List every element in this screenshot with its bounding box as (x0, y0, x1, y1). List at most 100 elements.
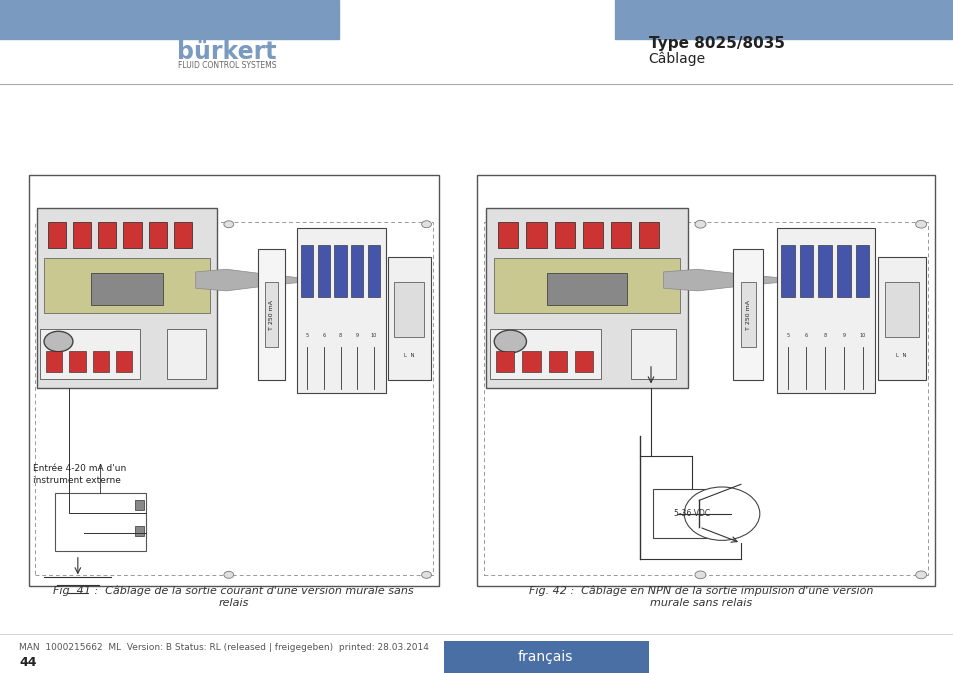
Bar (497, 222, 517, 248)
Bar (134, 500, 144, 510)
Text: 10: 10 (859, 332, 864, 338)
Bar (799, 245, 813, 297)
Bar (496, 351, 514, 372)
Bar (554, 222, 575, 248)
Bar (443, 641, 648, 673)
Text: L  N: L N (896, 353, 906, 358)
Bar (639, 222, 659, 248)
Bar (37, 208, 217, 388)
Circle shape (224, 221, 233, 227)
Bar (836, 245, 850, 297)
Text: 6: 6 (804, 332, 807, 338)
Bar (92, 351, 109, 372)
Text: Câblage: Câblage (648, 52, 705, 67)
Circle shape (44, 331, 72, 352)
Bar (494, 258, 679, 312)
Text: 5: 5 (305, 332, 308, 338)
Circle shape (494, 330, 526, 353)
Text: 44: 44 (19, 656, 36, 669)
Bar (575, 351, 593, 372)
Bar (258, 249, 285, 380)
Bar (297, 228, 385, 392)
Text: Fig. 42 :  Câblage en NPN de la sortie impulsion d'une version: Fig. 42 : Câblage en NPN de la sortie im… (529, 586, 872, 596)
Bar (265, 282, 278, 347)
Bar (317, 245, 330, 297)
Bar (46, 351, 62, 372)
Text: murale sans relais: murale sans relais (649, 598, 752, 608)
Bar (98, 222, 116, 248)
Text: 9: 9 (841, 332, 844, 338)
Bar (855, 245, 868, 297)
Circle shape (694, 220, 705, 228)
Bar (615, 0, 953, 39)
Text: 5-36 VDC: 5-36 VDC (674, 509, 710, 518)
Bar (34, 222, 433, 575)
Text: relais: relais (218, 598, 249, 608)
Bar (522, 351, 540, 372)
Bar (884, 282, 918, 337)
Bar (818, 245, 831, 297)
Text: L  N: L N (403, 353, 414, 358)
Text: 9: 9 (355, 332, 358, 338)
Text: bürkert: bürkert (177, 40, 276, 65)
Bar (631, 329, 675, 380)
Bar (44, 258, 210, 312)
Bar (91, 273, 163, 306)
Bar (490, 329, 600, 380)
Polygon shape (662, 269, 783, 291)
Circle shape (224, 571, 233, 578)
Bar (394, 282, 424, 337)
Text: 6: 6 (322, 332, 325, 338)
Bar (486, 208, 687, 388)
Bar (582, 222, 602, 248)
Bar (48, 222, 66, 248)
Bar (387, 257, 430, 380)
Text: Type 8025/8035: Type 8025/8035 (648, 36, 784, 50)
Text: T 250 mA: T 250 mA (745, 299, 750, 330)
Bar (740, 282, 755, 347)
Bar (149, 222, 167, 248)
Bar (546, 273, 626, 306)
Bar (55, 493, 146, 551)
Bar (40, 329, 139, 380)
Circle shape (694, 571, 705, 579)
Polygon shape (195, 269, 304, 291)
Text: Fig. 41 :  Câblage de la sortie courant d'une version murale sans: Fig. 41 : Câblage de la sortie courant d… (53, 586, 414, 596)
Bar (300, 245, 313, 297)
Bar (134, 526, 144, 536)
Text: 10: 10 (371, 332, 376, 338)
Bar (123, 222, 141, 248)
Bar (483, 222, 927, 575)
Bar (173, 222, 192, 248)
Text: français: français (517, 650, 573, 664)
Bar (548, 351, 566, 372)
Bar (167, 329, 206, 380)
Text: T 250 mA: T 250 mA (269, 299, 274, 330)
Bar (776, 228, 875, 392)
Bar (368, 245, 380, 297)
Circle shape (915, 220, 925, 228)
Circle shape (421, 221, 431, 227)
Text: Entrée 4-20 mA d'un
instrument externe: Entrée 4-20 mA d'un instrument externe (32, 464, 126, 485)
Bar (476, 175, 934, 586)
Bar (29, 175, 438, 586)
Text: 8: 8 (338, 332, 342, 338)
Circle shape (683, 487, 759, 540)
Circle shape (421, 571, 431, 578)
Bar (877, 257, 924, 380)
Circle shape (915, 571, 925, 579)
Text: MAN  1000215662  ML  Version: B Status: RL (released | freigegeben)  printed: 28: MAN 1000215662 ML Version: B Status: RL … (19, 643, 429, 652)
Text: FLUID CONTROL SYSTEMS: FLUID CONTROL SYSTEMS (177, 61, 276, 71)
Bar (611, 222, 631, 248)
Bar (334, 245, 346, 297)
Bar (351, 245, 363, 297)
Bar (70, 351, 86, 372)
Bar (781, 245, 794, 297)
Bar (526, 222, 546, 248)
Bar (72, 222, 91, 248)
Text: 8: 8 (822, 332, 826, 338)
Text: 5: 5 (785, 332, 788, 338)
Bar (0, 0, 338, 39)
Bar (116, 351, 132, 372)
Bar (653, 489, 730, 538)
